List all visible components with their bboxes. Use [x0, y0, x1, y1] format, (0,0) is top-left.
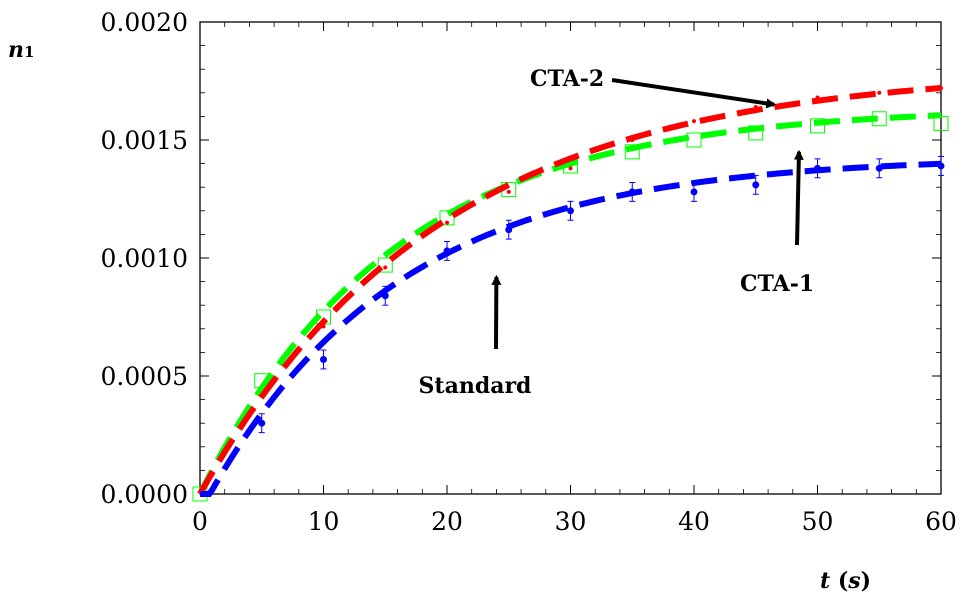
data-point	[568, 166, 573, 171]
series-cta-2	[197, 84, 943, 496]
y-axis-label: n1	[8, 37, 34, 63]
x-axis-unit: s	[847, 568, 860, 594]
data-point	[690, 188, 698, 196]
data-point	[377, 257, 393, 273]
data-point	[933, 115, 949, 131]
y-tick-label: 0.0010	[101, 244, 188, 273]
data-point	[445, 220, 449, 225]
data-point	[258, 419, 266, 427]
axis-ticks	[199, 21, 942, 495]
data-point	[753, 104, 758, 109]
data-point	[630, 138, 635, 142]
x-axis-label: t (s)	[820, 568, 871, 594]
data-point	[877, 90, 882, 95]
data-point	[254, 373, 270, 389]
data-point	[815, 95, 820, 100]
data-point	[320, 355, 327, 363]
x-tick-label: 30	[555, 507, 587, 536]
x-tick-label: 20	[431, 507, 463, 536]
data-point	[383, 265, 388, 270]
x-tick-label: 40	[678, 507, 710, 536]
data-point	[686, 132, 702, 148]
data-point	[506, 189, 511, 194]
y-tick-label: 0.0015	[101, 126, 188, 155]
data-point	[871, 111, 887, 127]
data-point	[937, 162, 945, 170]
data-point	[628, 188, 636, 196]
data-point	[748, 125, 764, 141]
y-tick-label: 0.0020	[101, 8, 188, 37]
data-point	[939, 86, 943, 91]
data-point	[443, 247, 451, 255]
x-tick-label: 50	[802, 507, 834, 536]
tick-labels: 0 10 20 30 40 50 60 0.0000 0.0005 0.0010 0.0015 0.0…	[101, 8, 957, 536]
x-axis-var: t	[820, 568, 830, 594]
series-layer	[192, 84, 949, 502]
x-tick-label: 60	[925, 507, 957, 536]
data-point	[875, 164, 883, 172]
y-tick-label: 0.0000	[101, 480, 188, 509]
series-line-cta-1	[197, 112, 942, 496]
data-point	[810, 118, 825, 134]
data-point	[567, 207, 574, 215]
data-point	[505, 226, 513, 234]
x-tick-label: 0	[192, 507, 208, 536]
data-point	[814, 164, 821, 172]
annotation-arrow-cta-2	[611, 78, 777, 109]
plot-frame	[199, 21, 942, 495]
annotation-arrow-cta-1	[793, 149, 804, 246]
y-axis-sub: 1	[24, 43, 34, 61]
data-point	[321, 324, 326, 329]
data-point	[752, 181, 760, 189]
x-tick-label: 10	[308, 507, 340, 536]
annotations: CTA-2 CTA-1 Standard	[419, 66, 815, 399]
y-axis-var: n	[8, 37, 24, 63]
series-standard	[200, 156, 945, 497]
y-tick-label: 0.0005	[101, 362, 188, 391]
annotation-label-cta-2: CTA-2	[530, 66, 604, 92]
annotation-label-cta-1: CTA-1	[740, 271, 814, 297]
data-point	[692, 119, 696, 124]
data-point	[624, 144, 640, 160]
data-point	[259, 392, 264, 397]
series-line-cta-2	[197, 84, 942, 496]
series-cta-1	[192, 111, 949, 502]
data-point	[381, 292, 389, 300]
annotation-label-standard: Standard	[419, 373, 532, 399]
